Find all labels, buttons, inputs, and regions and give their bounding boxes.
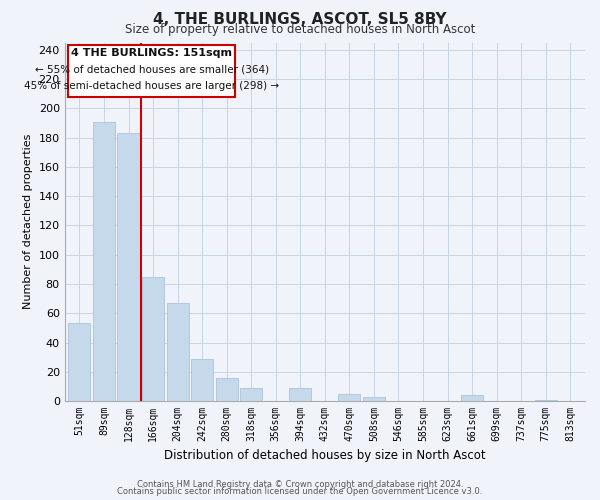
Bar [118, 133, 140, 401]
Text: 4, THE BURLINGS, ASCOT, SL5 8BY: 4, THE BURLINGS, ASCOT, SL5 8BY [153, 12, 447, 26]
Text: ← 55% of detached houses are smaller (364): ← 55% of detached houses are smaller (36… [35, 64, 269, 74]
Bar [68, 324, 91, 401]
Bar [461, 395, 483, 401]
Bar [240, 388, 262, 401]
X-axis label: Distribution of detached houses by size in North Ascot: Distribution of detached houses by size … [164, 450, 485, 462]
Bar [535, 400, 557, 401]
Text: 4 THE BURLINGS: 151sqm: 4 THE BURLINGS: 151sqm [71, 48, 232, 58]
Bar [363, 396, 385, 401]
Text: 45% of semi-detached houses are larger (298) →: 45% of semi-detached houses are larger (… [24, 80, 280, 90]
Bar [215, 378, 238, 401]
Y-axis label: Number of detached properties: Number of detached properties [23, 134, 33, 310]
Bar [142, 276, 164, 401]
Bar [338, 394, 361, 401]
Text: Size of property relative to detached houses in North Ascot: Size of property relative to detached ho… [125, 23, 475, 36]
Text: Contains public sector information licensed under the Open Government Licence v3: Contains public sector information licen… [118, 488, 482, 496]
Bar [191, 358, 213, 401]
FancyBboxPatch shape [68, 46, 235, 96]
Bar [289, 388, 311, 401]
Bar [93, 122, 115, 401]
Text: Contains HM Land Registry data © Crown copyright and database right 2024.: Contains HM Land Registry data © Crown c… [137, 480, 463, 489]
Bar [167, 303, 188, 401]
